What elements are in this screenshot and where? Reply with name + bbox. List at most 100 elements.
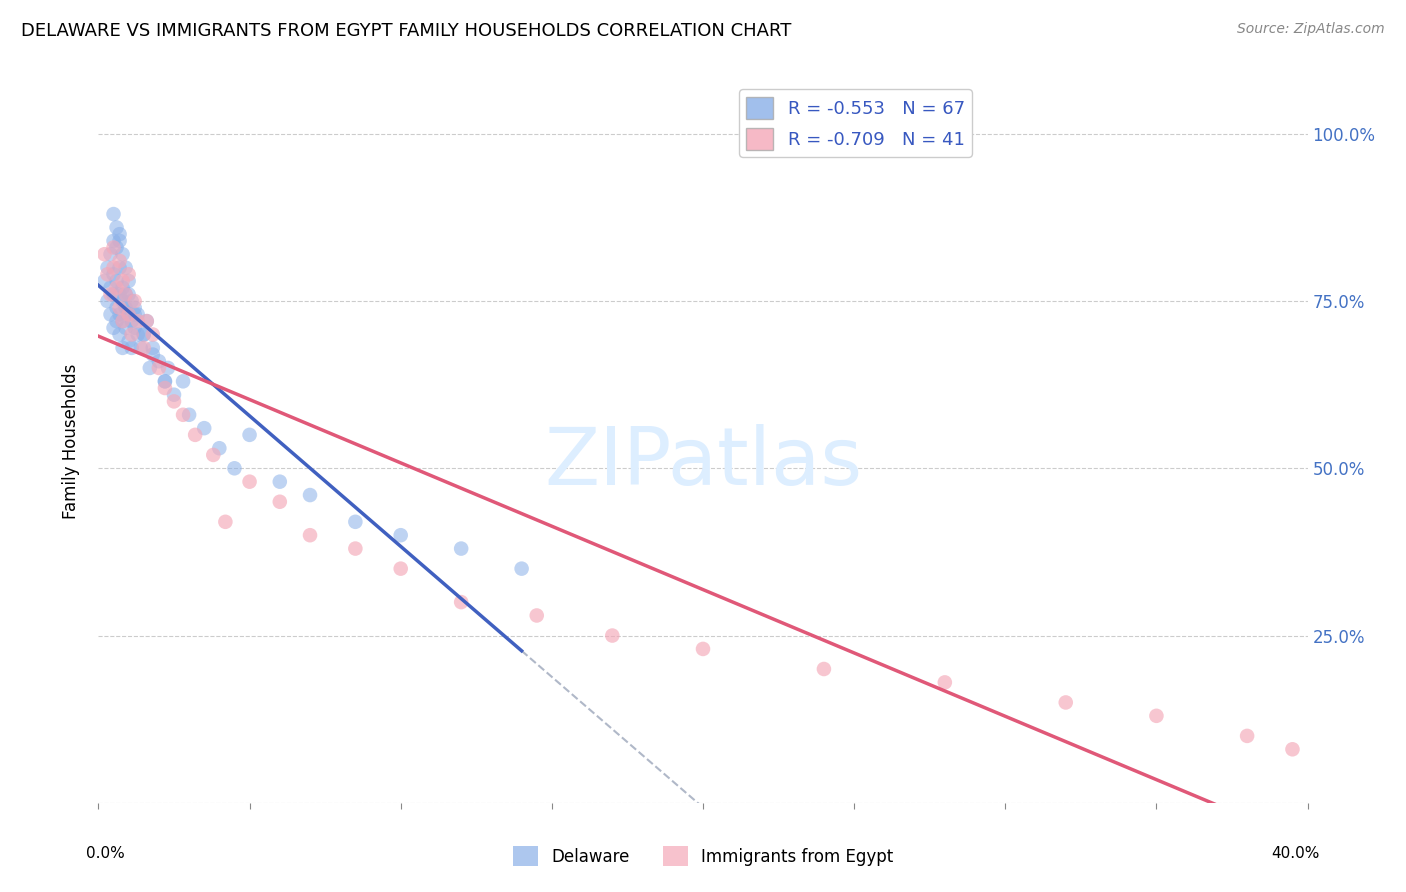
Point	[389, 528, 412, 542]
Point	[105, 241, 128, 255]
Point	[526, 608, 548, 623]
Point	[193, 421, 215, 435]
Point	[127, 307, 149, 322]
Point	[105, 281, 128, 295]
Point	[124, 321, 146, 335]
Text: DELAWARE VS IMMIGRANTS FROM EGYPT FAMILY HOUSEHOLDS CORRELATION CHART: DELAWARE VS IMMIGRANTS FROM EGYPT FAMILY…	[21, 22, 792, 40]
Point	[121, 294, 143, 309]
Point	[108, 287, 131, 301]
Point	[108, 307, 131, 322]
Point	[129, 341, 152, 355]
Text: 40.0%: 40.0%	[1271, 847, 1320, 861]
Point	[103, 321, 125, 335]
Point	[153, 375, 176, 389]
Point	[93, 274, 115, 288]
Point	[142, 341, 165, 355]
Point	[132, 341, 155, 355]
Legend: Delaware, Immigrants from Egypt: Delaware, Immigrants from Egypt	[506, 839, 900, 873]
Point	[121, 314, 143, 328]
Point	[172, 375, 194, 389]
Point	[118, 287, 141, 301]
Point	[934, 675, 956, 690]
Text: Source: ZipAtlas.com: Source: ZipAtlas.com	[1237, 22, 1385, 37]
Point	[127, 327, 149, 342]
Point	[135, 314, 157, 328]
Point	[135, 314, 157, 328]
Point	[100, 307, 122, 322]
Point	[105, 220, 128, 235]
Point	[100, 281, 122, 295]
Point	[239, 427, 262, 442]
Point	[118, 307, 141, 322]
Point	[602, 628, 624, 642]
Text: ZIPatlas: ZIPatlas	[544, 425, 862, 502]
Point	[111, 274, 134, 288]
Point	[103, 287, 125, 301]
Point	[103, 268, 125, 282]
Point	[692, 642, 714, 657]
Point	[202, 448, 225, 462]
Point	[269, 494, 291, 508]
Point	[214, 515, 236, 529]
Point	[239, 475, 262, 489]
Point	[114, 260, 136, 275]
Point	[108, 254, 131, 268]
Text: 0.0%: 0.0%	[86, 847, 125, 861]
Point	[108, 327, 131, 342]
Point	[114, 287, 136, 301]
Point	[172, 408, 194, 422]
Point	[114, 301, 136, 315]
Point	[132, 327, 155, 342]
Point	[1236, 729, 1258, 743]
Point	[163, 394, 186, 409]
Point	[142, 327, 165, 342]
Point	[299, 528, 322, 542]
Point	[103, 241, 125, 255]
Point	[108, 234, 131, 248]
Point	[111, 314, 134, 328]
Point	[118, 334, 141, 349]
Point	[103, 260, 125, 275]
Point	[100, 287, 122, 301]
Point	[108, 260, 131, 275]
Point	[111, 247, 134, 261]
Point	[344, 515, 367, 529]
Point	[139, 361, 162, 376]
Point	[111, 314, 134, 328]
Point	[105, 274, 128, 288]
Point	[156, 361, 179, 376]
Point	[96, 260, 118, 275]
Point	[111, 281, 134, 295]
Point	[148, 361, 170, 376]
Point	[1054, 696, 1077, 710]
Point	[105, 301, 128, 315]
Point	[114, 287, 136, 301]
Point	[127, 314, 149, 328]
Point	[124, 301, 146, 315]
Point	[111, 294, 134, 309]
Point	[118, 268, 141, 282]
Point	[124, 307, 146, 322]
Point	[121, 327, 143, 342]
Legend: R = -0.553   N = 67, R = -0.709   N = 41: R = -0.553 N = 67, R = -0.709 N = 41	[740, 89, 972, 157]
Point	[153, 381, 176, 395]
Point	[118, 274, 141, 288]
Point	[103, 234, 125, 248]
Point	[96, 268, 118, 282]
Point	[105, 314, 128, 328]
Point	[153, 375, 176, 389]
Point	[184, 427, 207, 442]
Point	[118, 307, 141, 322]
Y-axis label: Family Households: Family Households	[62, 364, 80, 519]
Point	[299, 488, 322, 502]
Point	[208, 442, 231, 455]
Point	[108, 301, 131, 315]
Point	[148, 354, 170, 368]
Point	[96, 294, 118, 309]
Point	[389, 562, 412, 576]
Point	[93, 247, 115, 261]
Point	[100, 247, 122, 261]
Point	[142, 348, 165, 362]
Point	[111, 341, 134, 355]
Point	[121, 341, 143, 355]
